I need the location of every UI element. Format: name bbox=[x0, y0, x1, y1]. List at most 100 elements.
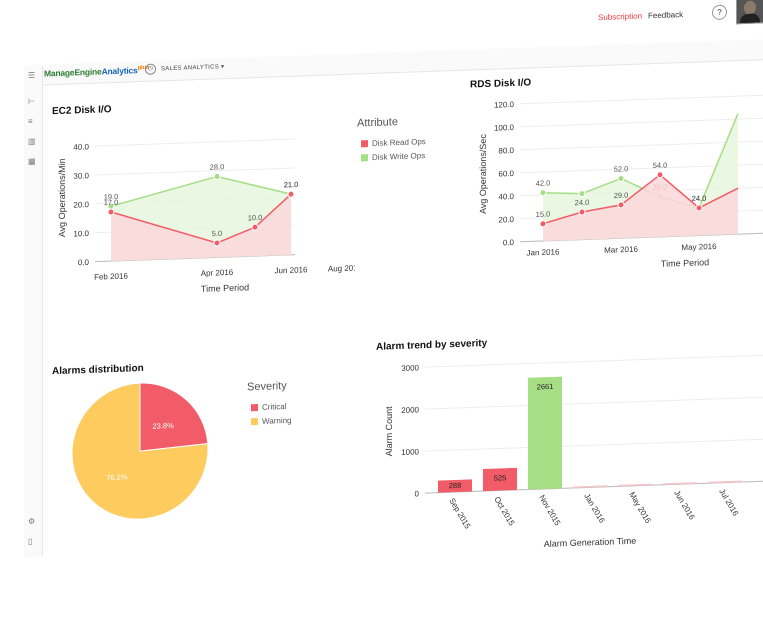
ec2-x-tick: Jun 2016 bbox=[275, 265, 308, 275]
trend-bar bbox=[573, 485, 607, 488]
trend-x-label: Alarm Generation Time bbox=[544, 536, 637, 549]
pie-slice-warning bbox=[71, 382, 209, 520]
list-icon[interactable]: ≡ bbox=[28, 116, 33, 127]
trend-bar bbox=[663, 482, 697, 485]
critical-swatch bbox=[251, 403, 258, 412]
trend-y-tick: 1000 bbox=[401, 447, 419, 457]
trend-gridline bbox=[425, 396, 763, 410]
pie-slice-critical bbox=[139, 382, 209, 452]
alarm-trend-chart: 0 1000 2000 3000 Alarm Count Alarm Generation… bbox=[384, 354, 763, 549]
workspace-icon[interactable]: ◷ bbox=[145, 63, 156, 75]
trend-y-tick: 3000 bbox=[401, 363, 419, 373]
ec2-x-tick: Aug 2016 bbox=[328, 263, 355, 273]
sidebar: ☰ ⊢ ≡ ▥ ▦ ⚙ ▯ bbox=[24, 66, 43, 558]
rds-gridline bbox=[520, 94, 763, 105]
trend-x-tick: May 2016 bbox=[627, 490, 653, 525]
ec2-data-label: 21.0 bbox=[284, 180, 299, 190]
rds-area-read bbox=[543, 174, 738, 241]
ec2-data-label: 28.0 bbox=[210, 162, 225, 172]
ec2-legend-title: Attribute bbox=[357, 116, 398, 130]
rds-point bbox=[539, 220, 547, 228]
rds-x-tick: May 2016 bbox=[681, 242, 717, 252]
ec2-data-label: 21.0 bbox=[284, 180, 299, 190]
rds-point bbox=[539, 189, 547, 197]
rds-data-label: 42.0 bbox=[536, 178, 551, 188]
rds-x-tick: Jan 2016 bbox=[527, 247, 560, 257]
app-logo[interactable]: ManageEngineAnalyticsplus bbox=[44, 64, 150, 79]
feedback-link[interactable]: Feedback bbox=[648, 10, 684, 21]
alarms-legend-warning[interactable]: Warning bbox=[251, 416, 292, 426]
rds-y-tick: 60.0 bbox=[498, 169, 514, 179]
chart-icon[interactable]: ▥ bbox=[28, 136, 36, 147]
ec2-gridline bbox=[95, 138, 295, 147]
trend-bar bbox=[483, 467, 517, 492]
settings-icon[interactable]: ⚙ bbox=[28, 516, 36, 527]
rds-data-label: 24.0 bbox=[692, 194, 707, 204]
alarms-legend-critical[interactable]: Critical bbox=[251, 402, 286, 412]
ec2-y-tick: 10.0 bbox=[73, 229, 89, 239]
trend-y-tick: 2000 bbox=[401, 405, 419, 415]
rds-line-write bbox=[542, 113, 739, 209]
ec2-point bbox=[251, 223, 259, 231]
rds-chart: 0.0 20.0 40.0 60.0 80.0 100.0 120.0 Jan 2016 Mar… bbox=[478, 94, 763, 269]
ec2-line-read bbox=[110, 193, 292, 244]
workspace-dropdown[interactable]: SALES ANALYTICS ▾ bbox=[161, 64, 225, 73]
rds-title: RDS Disk I/O bbox=[470, 77, 532, 91]
rds-y-tick: 20.0 bbox=[498, 215, 514, 225]
ec2-area-read bbox=[111, 194, 291, 262]
rds-point bbox=[656, 171, 664, 179]
warning-swatch bbox=[251, 417, 258, 426]
pie-slice-label: 76.2% bbox=[106, 472, 128, 482]
grid-icon[interactable]: ▦ bbox=[28, 156, 36, 167]
ec2-y-tick: 0.0 bbox=[78, 258, 90, 267]
ec2-point bbox=[107, 208, 115, 216]
avatar[interactable] bbox=[736, 0, 763, 25]
rds-line-read bbox=[542, 173, 739, 225]
subscription-link[interactable]: Subscription bbox=[598, 11, 643, 23]
rds-point bbox=[578, 190, 586, 198]
rds-data-label: 54.0 bbox=[653, 161, 668, 171]
trend-x-tick: Jun 2016 bbox=[672, 489, 697, 522]
ec2-data-label: 10.0 bbox=[248, 213, 263, 223]
ec2-legend-read[interactable]: Disk Read Ops bbox=[361, 137, 426, 148]
ec2-data-label: 5.0 bbox=[212, 229, 222, 238]
ec2-data-label: 19.0 bbox=[104, 192, 119, 202]
menu-icon[interactable]: ☰ bbox=[28, 70, 36, 81]
ec2-chart: 0.0 10.0 20.0 30.0 40.0 Feb 2016 Apr 2016 Jun 2… bbox=[57, 138, 355, 294]
ec2-x-label: Time Period bbox=[201, 282, 249, 294]
rds-gridline bbox=[520, 117, 763, 128]
rds-y-tick: 0.0 bbox=[503, 238, 515, 247]
trend-y-label: Alarm Count bbox=[384, 406, 394, 457]
ec2-legend-write[interactable]: Disk Write Ops bbox=[361, 151, 425, 162]
rds-point bbox=[578, 208, 586, 216]
ec2-point bbox=[213, 173, 221, 181]
rds-x-tick: Mar 2016 bbox=[604, 245, 638, 255]
ec2-gridline bbox=[95, 167, 295, 176]
ec2-y-tick: 20.0 bbox=[73, 200, 89, 210]
trend-bar bbox=[708, 480, 742, 484]
rds-gridline bbox=[520, 140, 763, 151]
rds-x-label: Time Period bbox=[661, 257, 709, 269]
ec2-y-label: Avg Operations/Min bbox=[57, 158, 67, 237]
trend-x-axis bbox=[425, 480, 763, 494]
trend-x-tick: Jul 2016 bbox=[717, 487, 740, 518]
rds-y-tick: 40.0 bbox=[498, 192, 514, 202]
read-swatch bbox=[361, 140, 368, 148]
trash-icon[interactable]: ▯ bbox=[28, 536, 33, 547]
trend-x-tick: Nov 2015 bbox=[537, 493, 562, 527]
rds-data-label: 15.0 bbox=[536, 209, 551, 219]
ec2-x-tick: Feb 2016 bbox=[94, 272, 128, 282]
pin-icon[interactable]: ⊢ bbox=[28, 96, 35, 107]
rds-point bbox=[617, 201, 625, 209]
rds-point bbox=[695, 204, 703, 212]
trend-bar bbox=[438, 479, 472, 493]
ec2-y-tick: 40.0 bbox=[73, 142, 89, 152]
ec2-y-tick: 30.0 bbox=[73, 171, 89, 181]
trend-x-tick: Jan 2016 bbox=[582, 492, 607, 525]
help-icon[interactable]: ? bbox=[712, 4, 727, 21]
rds-data-label: 29.0 bbox=[614, 191, 629, 201]
trend-gridline bbox=[425, 354, 763, 368]
trend-bar bbox=[618, 483, 652, 487]
trend-y-tick: 0 bbox=[415, 489, 420, 498]
trend-bar bbox=[528, 376, 562, 490]
